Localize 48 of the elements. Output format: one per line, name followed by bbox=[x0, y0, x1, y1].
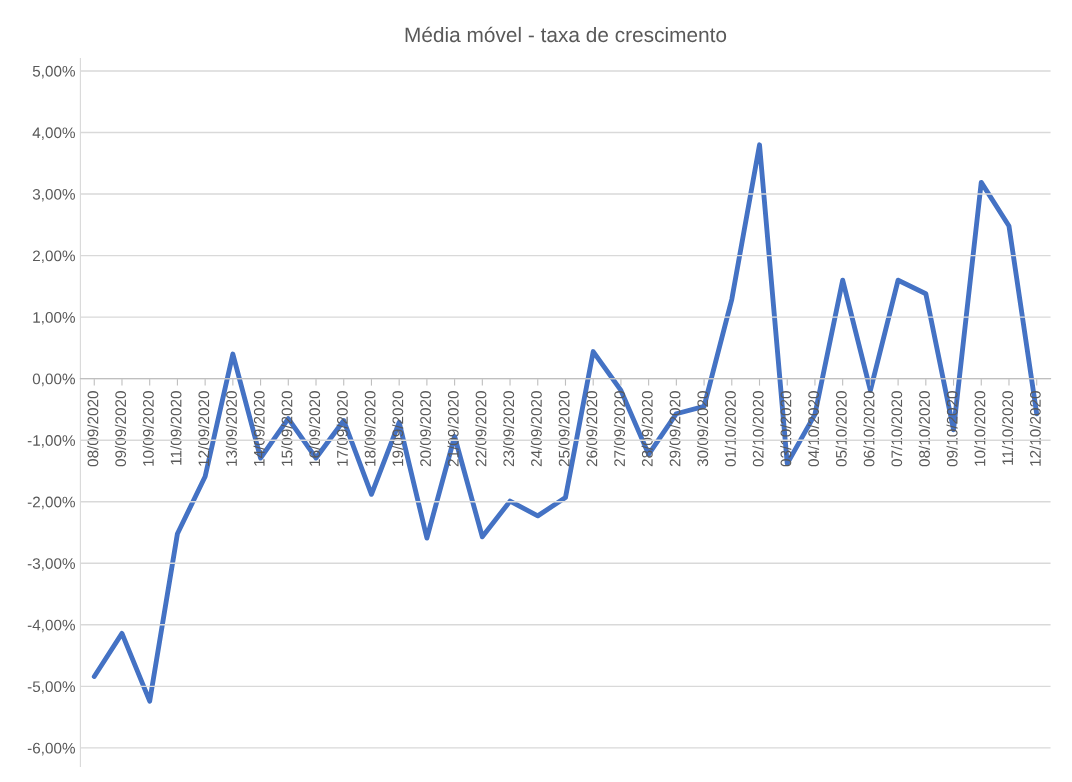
y-tick-label: 4,00% bbox=[32, 127, 75, 140]
y-tick-label: 5,00% bbox=[32, 65, 75, 79]
x-tick-label: 28/09/2020 bbox=[641, 391, 653, 467]
x-tick-label: 09/10/2020 bbox=[946, 391, 958, 467]
x-tick-label: 08/10/2020 bbox=[918, 391, 930, 467]
x-tick-label: 24/09/2020 bbox=[530, 391, 542, 467]
x-tick-label: 23/09/2020 bbox=[502, 391, 515, 467]
y-tick-label: -2,00% bbox=[27, 496, 75, 510]
x-tick-label: 29/09/2020 bbox=[669, 391, 681, 467]
x-tick-label: 22/09/2020 bbox=[475, 391, 487, 467]
x-tick-label: 27/09/2020 bbox=[613, 391, 626, 467]
x-tick-label: 10/10/2020 bbox=[974, 391, 986, 466]
x-tick-label: 18/09/2020 bbox=[364, 391, 376, 466]
chart-title: Média móvel - taxa de crescimento bbox=[405, 26, 727, 43]
y-tick-label: -3,00% bbox=[27, 558, 75, 571]
x-tick-label: 10/09/2020 bbox=[142, 391, 154, 466]
x-tick-label: 08/09/2020 bbox=[87, 391, 99, 467]
x-tick-label: 26/09/2020 bbox=[586, 391, 598, 467]
x-tick-label: 02/10/2020 bbox=[752, 391, 764, 467]
x-tick-label: 16/09/2020 bbox=[308, 391, 321, 466]
x-tick-label: 12/09/2020 bbox=[198, 391, 210, 466]
x-tick-label: 14/09/2020 bbox=[253, 391, 265, 466]
x-tick-label: 17/09/2020 bbox=[336, 391, 348, 466]
x-tick-label: 19/09/2020 bbox=[392, 391, 404, 466]
x-tick-label: 11/09/2020 bbox=[170, 391, 182, 465]
y-tick-label: -5,00% bbox=[27, 681, 75, 694]
x-tick-label: 30/09/2020 bbox=[696, 391, 709, 467]
x-tick-label: 05/10/2020 bbox=[835, 391, 847, 467]
y-tick-label: -1,00% bbox=[27, 435, 75, 448]
x-tick-label: 20/09/2020 bbox=[419, 391, 431, 467]
y-tick-label: 3,00% bbox=[32, 188, 75, 202]
x-tick-label: 13/09/2020 bbox=[225, 391, 237, 466]
x-tick-label: 01/10/2020 bbox=[724, 391, 736, 467]
x-tick-label: 09/09/2020 bbox=[114, 391, 127, 467]
x-tick-label: 07/10/2020 bbox=[890, 391, 903, 467]
y-tick-label: 1,00% bbox=[33, 311, 75, 325]
x-tick-label: 06/10/2020 bbox=[863, 391, 875, 467]
x-tick-label: 11/10/2020 bbox=[1001, 391, 1014, 465]
x-tick-label: 21/09/2020 bbox=[447, 391, 459, 467]
y-tick-label: 2,00% bbox=[32, 250, 75, 264]
x-tick-label: 04/10/2020 bbox=[807, 391, 820, 467]
y-tick-label: -4,00% bbox=[27, 619, 75, 633]
y-tick-label: 0,00% bbox=[32, 373, 75, 387]
y-tick-label: -6,00% bbox=[27, 742, 75, 756]
x-tick-label: 25/09/2020 bbox=[558, 391, 570, 467]
x-tick-label: 15/09/2020 bbox=[281, 391, 293, 466]
x-tick-label: 03/10/2020 bbox=[780, 391, 792, 467]
x-tick-label: 12/10/2020 bbox=[1029, 391, 1041, 466]
